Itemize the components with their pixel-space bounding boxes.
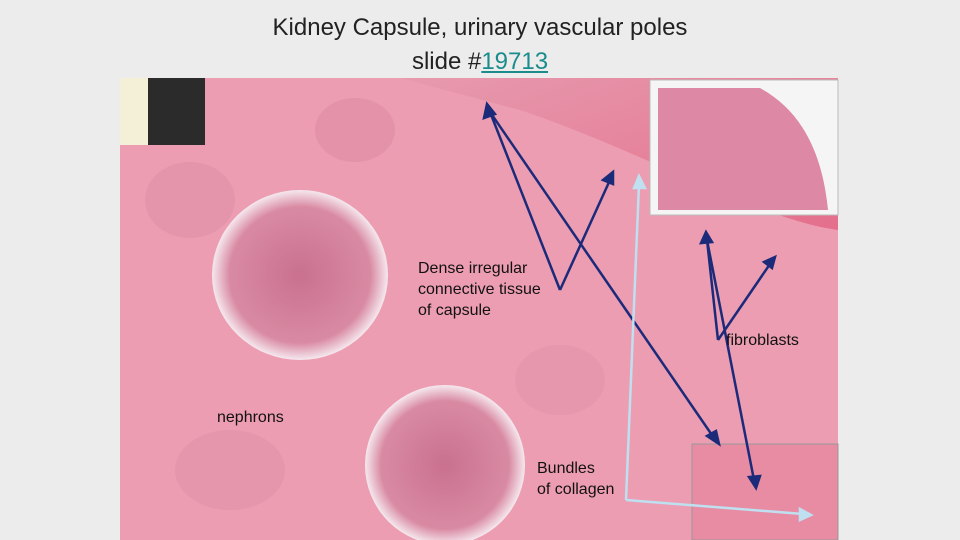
fibroblasts-label: fibroblasts [726, 332, 799, 349]
arrows [482, 101, 777, 491]
subtitle-text: slide # [411, 48, 482, 75]
nephrons-label: nephrons [217, 409, 284, 426]
slide-link[interactable]: 19713 [481, 48, 549, 75]
label-line: Bundles [537, 460, 595, 477]
collagen-label: Bundles of collagen [537, 458, 614, 500]
label-line: of collagen [537, 481, 615, 498]
subtitle: slide #19713 [0, 48, 960, 76]
capsule-label: Dense irregular connective tissue of cap… [418, 258, 541, 321]
label-line: connective tissue [418, 281, 541, 298]
label-line: of capsule [418, 302, 491, 319]
label-line: Dense irregular [418, 260, 528, 277]
arrows-light [624, 172, 814, 522]
title: Kidney Capsule, urinary vascular poles [272, 14, 688, 41]
